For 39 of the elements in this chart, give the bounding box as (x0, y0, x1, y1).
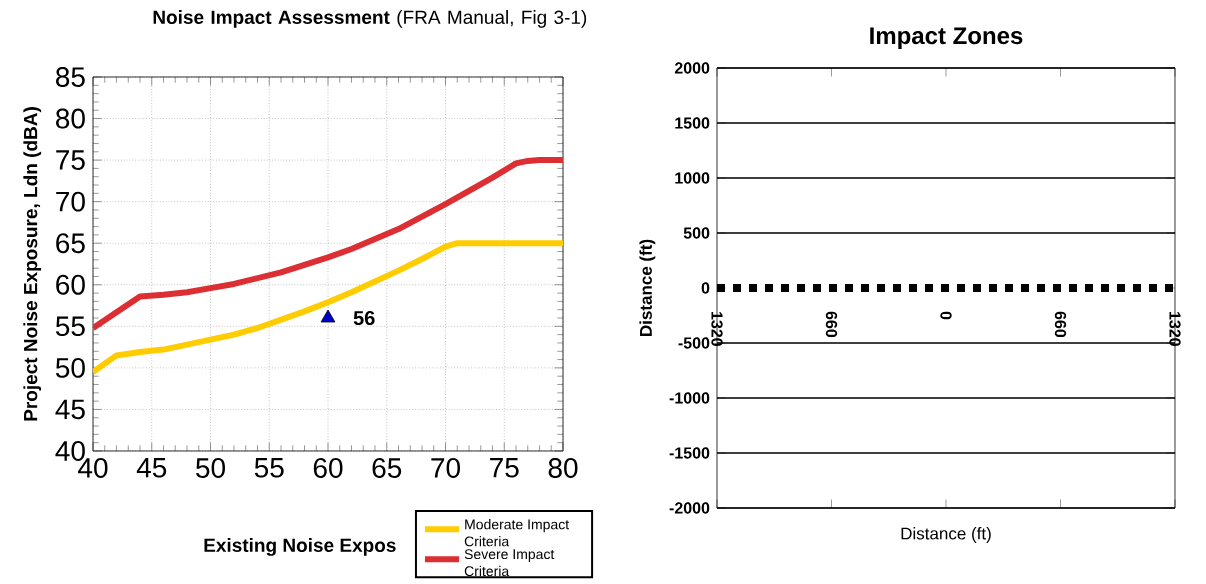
y-tick-label: 75 (56, 150, 85, 170)
x-axis-title: Distance (ft) (901, 527, 991, 543)
y-tick-label: 85 (56, 67, 85, 87)
y-tick-label: 80 (56, 108, 85, 129)
y-tick-label: 65 (56, 233, 85, 254)
x-tick-label: 660 (825, 311, 838, 338)
y-tick-label: 70 (56, 191, 85, 212)
y-tick-label: -1000 (669, 392, 710, 404)
x-tick-label: 60 (313, 458, 343, 478)
legend-label: Moderate Impact Criteria (464, 519, 570, 547)
y-tick-label: 45 (55, 399, 85, 420)
y-axis-title: Distance (ft) (639, 239, 656, 336)
x-tick-label: 75 (490, 458, 519, 478)
data-label: 56 (353, 310, 375, 326)
chart-title: Impact Zones (870, 27, 1023, 49)
x-tick-label: 55 (254, 458, 284, 478)
x-tick-label: 660 (1054, 311, 1067, 338)
y-tick-label: -2000 (669, 502, 710, 514)
x-axis-title: Existing Noise Expos (204, 538, 396, 556)
legend-label: Severe Impact Criteria (464, 549, 555, 577)
x-tick-label: 0 (940, 311, 952, 320)
x-tick-label: 80 (548, 458, 578, 478)
y-tick-label: 50 (55, 357, 85, 378)
chart-title: Noise Impact Assessment (FRA Manual, Fig 3-1) (153, 10, 587, 28)
y-tick-label: 500 (683, 227, 710, 239)
y-tick-label: 1500 (675, 117, 710, 129)
x-tick-label: 45 (136, 458, 167, 478)
y-tick-label: 0 (701, 282, 710, 294)
y-tick-label: -500 (678, 337, 710, 349)
x-tick-label: 65 (372, 458, 402, 478)
x-tick-label: 50 (196, 458, 225, 478)
y-tick-label: 1000 (675, 172, 710, 184)
x-tick-label: 1320 (711, 312, 723, 346)
y-tick-label: -1500 (669, 447, 710, 459)
y-tick-label: 60 (56, 274, 85, 295)
x-tick-label: 1320 (1169, 312, 1181, 346)
x-tick-label: 70 (431, 458, 460, 478)
y-tick-label: 2000 (674, 62, 710, 74)
y-axis-title: Project Noise Exposure, Ldn (dBA) (23, 107, 42, 421)
